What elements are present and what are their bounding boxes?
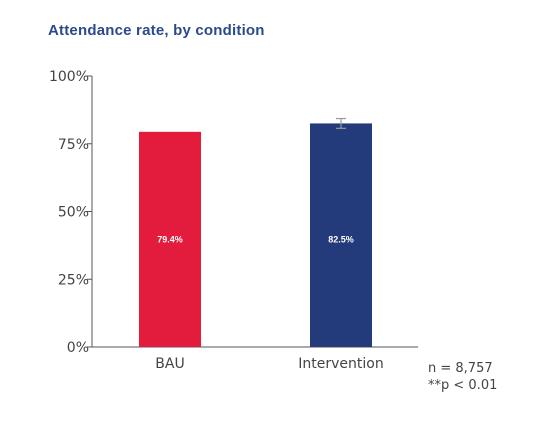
bar xyxy=(310,123,372,347)
bar-series: 79.4% 82.5% xyxy=(139,117,372,347)
x-category-label: BAU xyxy=(155,356,184,372)
y-tick-label: 75% xyxy=(58,137,89,153)
x-category-label: Intervention xyxy=(298,356,383,372)
y-tick-label: 0% xyxy=(67,340,89,356)
x-axis-labels: BAU Intervention xyxy=(155,356,383,372)
bar-data-label: 79.4% xyxy=(157,235,183,245)
y-tick-label: 50% xyxy=(58,205,89,221)
chart-notes: n = 8,757 **p < 0.01 xyxy=(428,361,497,393)
bar xyxy=(139,131,201,347)
y-tick-label: 100% xyxy=(49,69,89,85)
y-axis: 0% 25% 50% 75% 100% xyxy=(49,69,418,356)
y-tick-label: 25% xyxy=(58,272,89,288)
sample-size-note: n = 8,757 xyxy=(428,361,493,376)
chart-title: Attendance rate, by condition xyxy=(48,22,265,39)
significance-note: **p < 0.01 xyxy=(428,378,497,393)
bar-data-label: 82.5% xyxy=(328,235,354,245)
